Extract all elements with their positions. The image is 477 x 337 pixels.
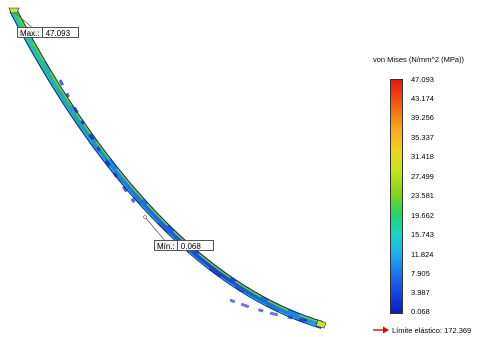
legend-tick: 43.174 <box>411 94 434 103</box>
min-probe-value: 0.068 <box>177 240 214 251</box>
legend-tick: 27.499 <box>411 172 434 181</box>
legend-title: von Mises (N/mm^2 (MPa)) <box>373 55 465 64</box>
legend-tick: 39.256 <box>411 113 434 122</box>
min-location-marker <box>143 215 147 219</box>
min-probe-leader <box>144 216 167 243</box>
min-probe-tag: Mín.: <box>154 240 178 251</box>
stress-colorbar <box>390 79 403 314</box>
max-probe-value: 47.093 <box>42 27 79 38</box>
yield-strength-indicator: Límite elástico: 172.369 <box>373 324 471 336</box>
legend-tick: 19.662 <box>411 211 434 220</box>
curved-beam-model <box>8 7 327 329</box>
legend-tick: 11.824 <box>411 250 434 259</box>
legend-tick: 0.068 <box>411 307 430 316</box>
legend-tick: 3.987 <box>411 288 430 297</box>
legend-tick: 7.905 <box>411 269 430 278</box>
max-probe-label[interactable]: Max.: 47.093 <box>17 27 79 38</box>
yield-strength-label: Límite elástico: 172.369 <box>392 325 472 335</box>
arrow-right-icon <box>373 326 389 334</box>
min-probe-label[interactable]: Mín.: 0.068 <box>154 240 214 251</box>
legend-tick: 47.093 <box>411 75 434 84</box>
max-probe-tag: Max.: <box>17 27 43 38</box>
legend-tick: 35.337 <box>411 133 434 142</box>
legend-tick: 31.418 <box>411 152 434 161</box>
legend-tick: 23.581 <box>411 191 434 200</box>
legend-tick: 15.743 <box>411 230 434 239</box>
